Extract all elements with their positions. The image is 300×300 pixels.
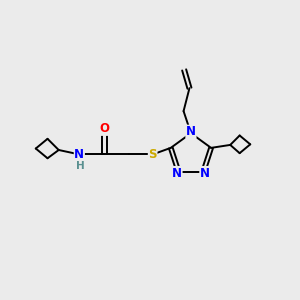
Text: N: N bbox=[74, 148, 84, 161]
Text: N: N bbox=[186, 125, 196, 138]
Text: S: S bbox=[148, 148, 157, 161]
Text: H: H bbox=[76, 160, 85, 171]
Text: N: N bbox=[172, 167, 182, 179]
Text: O: O bbox=[99, 122, 110, 135]
Text: N: N bbox=[200, 167, 210, 179]
